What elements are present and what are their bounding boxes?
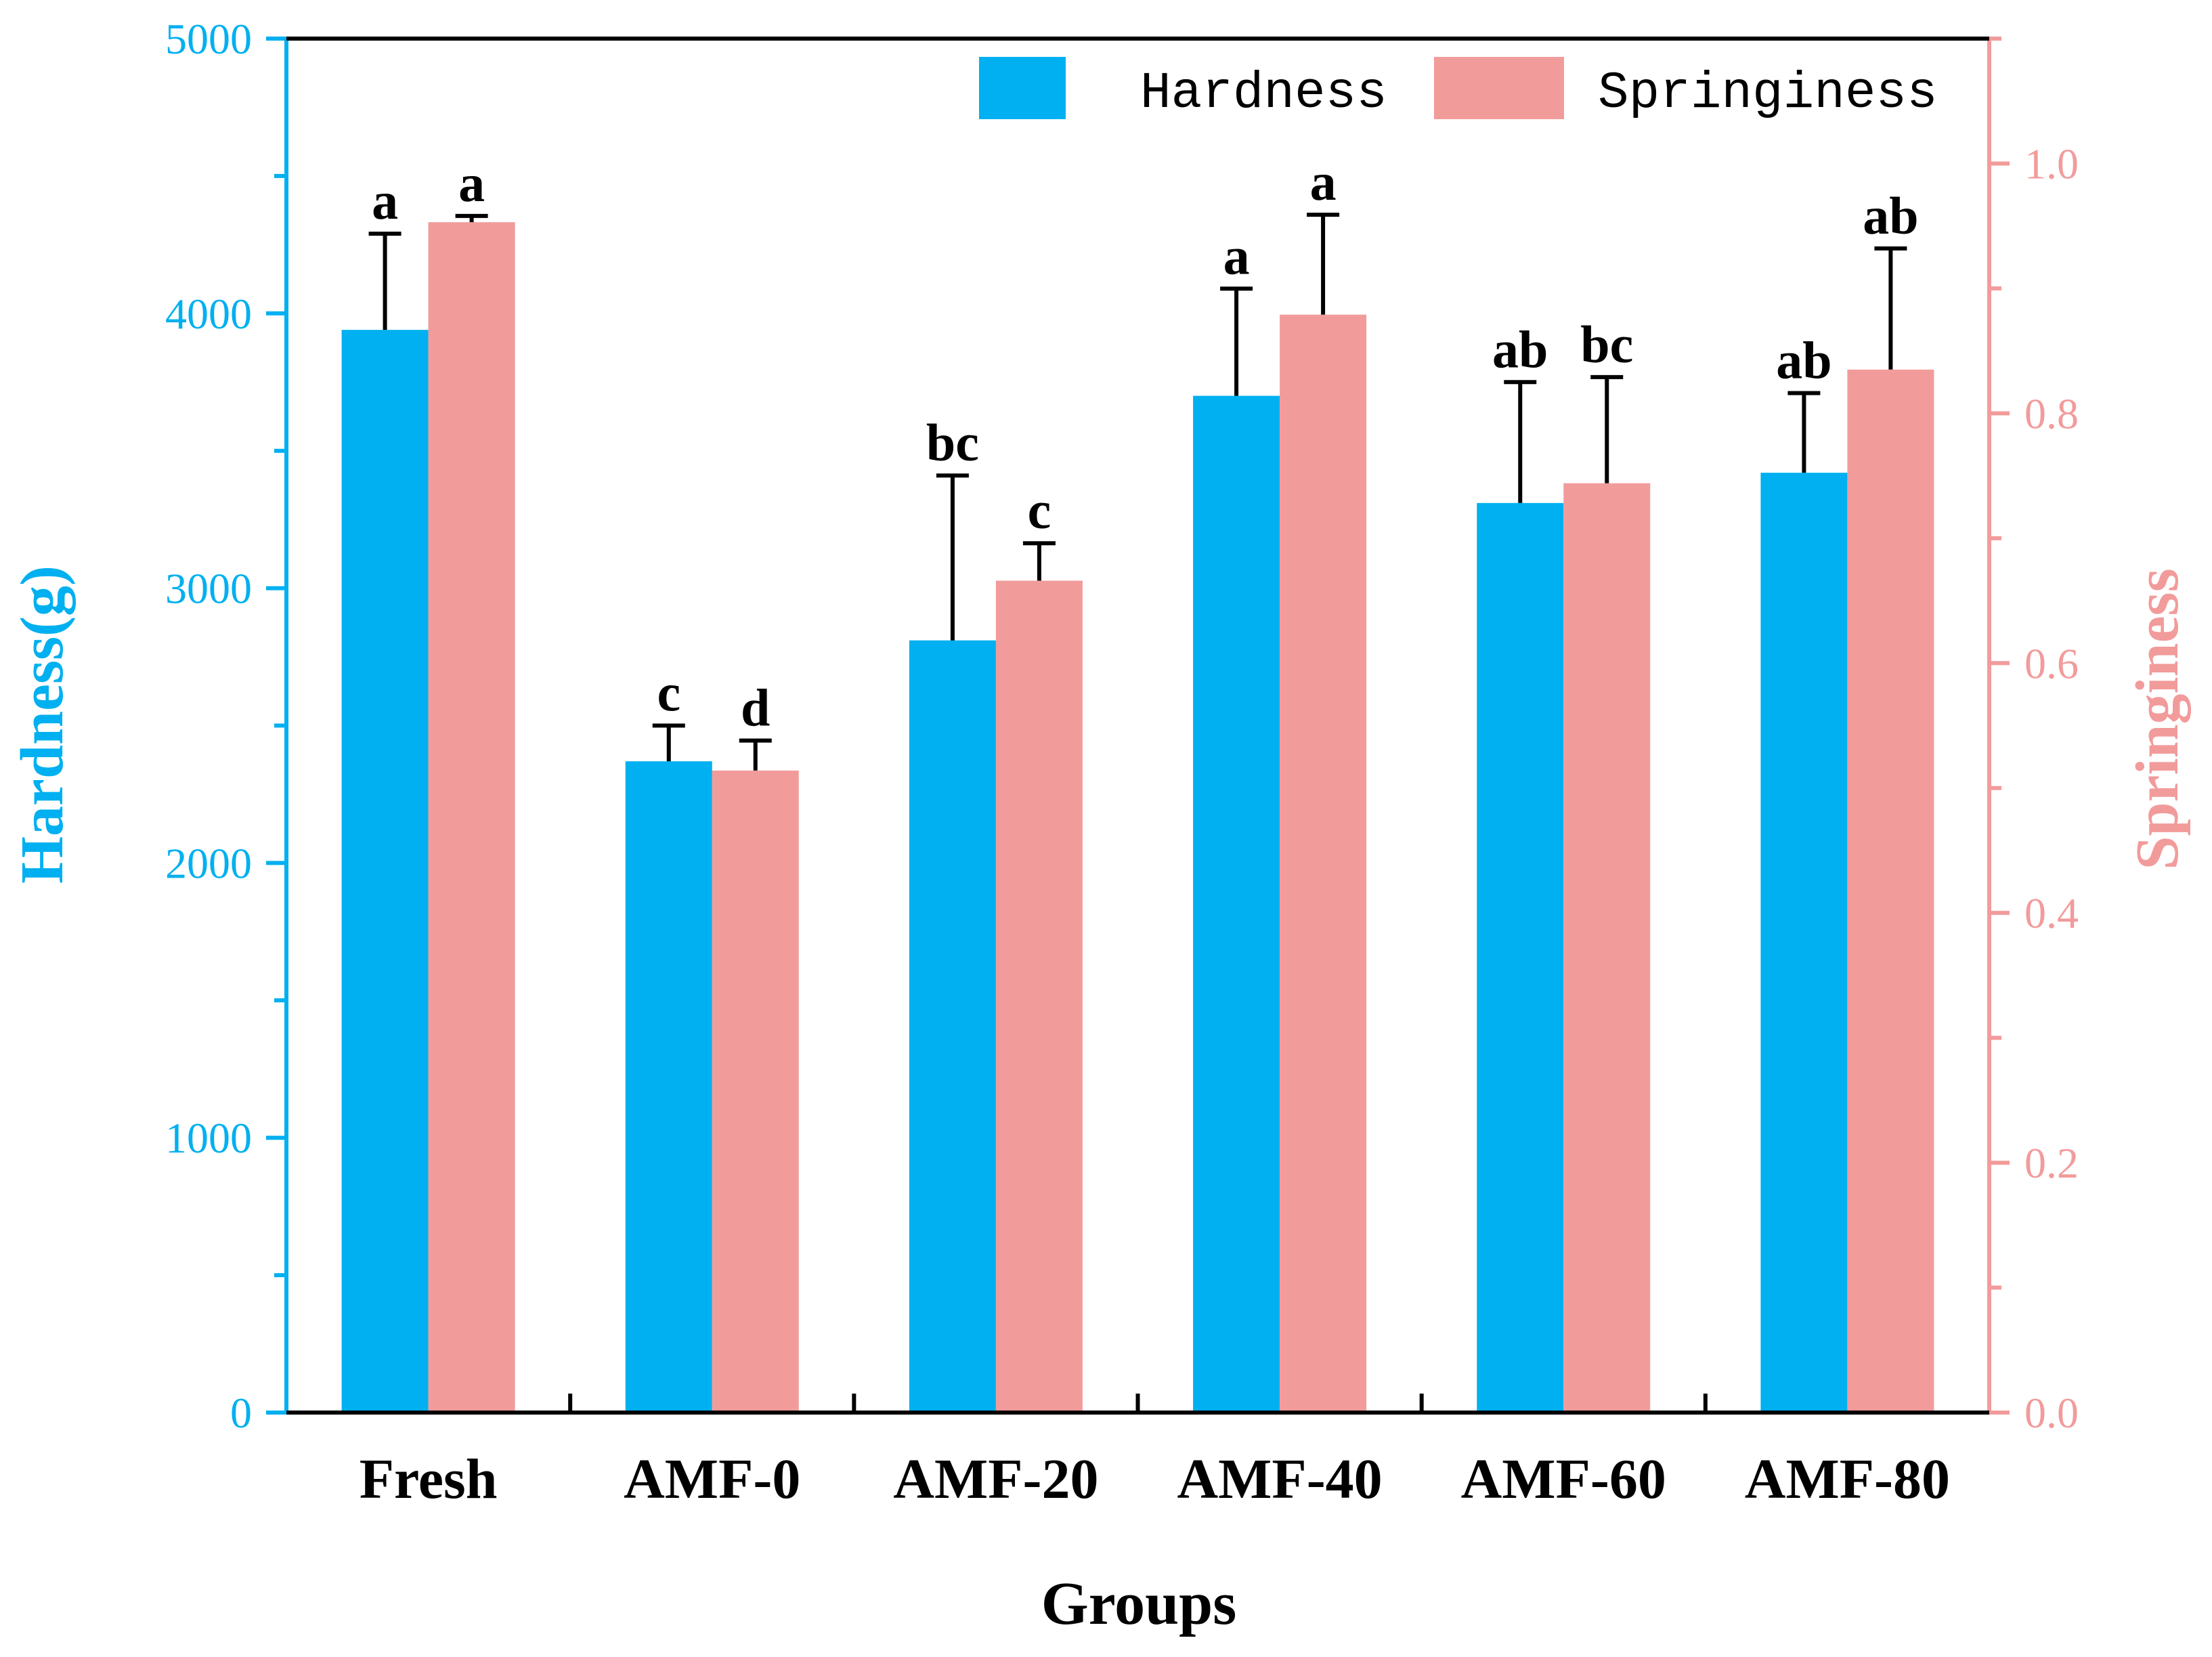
error-bar-hardness-amf-20 <box>936 473 969 641</box>
bar-hardness-fresh <box>341 330 429 1413</box>
x-tick-label-amf-80: AMF-80 <box>1745 1448 1950 1511</box>
sig-label-hardness-amf-80: ab <box>1776 330 1831 389</box>
x-tick-label-amf-60: AMF-60 <box>1461 1448 1666 1511</box>
error-bar-hardness-amf-80 <box>1787 391 1821 473</box>
left-ticks-layer: 0 1000 2000 3000 4000 5000 <box>165 15 286 1437</box>
sig-label-hardness-amf-60: ab <box>1492 320 1548 379</box>
y-axis-title-right: Springiness <box>2124 568 2191 869</box>
sig-label-hardness-fresh: a <box>372 171 398 230</box>
bar-hardness-amf-60 <box>1477 502 1564 1413</box>
error-bars-layer <box>368 213 1907 771</box>
right-tick-label: 0.6 <box>2024 639 2079 687</box>
right-tick-label: 0.2 <box>2024 1139 2079 1187</box>
right-ticks-layer: 0.0 0.2 0.4 0.6 0.8 1.0 <box>1989 37 2079 1437</box>
sig-label-springiness-amf-20: c <box>1028 481 1051 540</box>
error-bar-hardness-amf-40 <box>1220 286 1253 396</box>
sig-label-springiness-fresh: a <box>458 154 485 213</box>
right-tick-label: 1.0 <box>2024 139 2079 188</box>
error-bar-hardness-amf-0 <box>652 723 685 762</box>
legend-swatch-springiness <box>1434 57 1564 119</box>
sig-label-hardness-amf-0: c <box>657 664 680 723</box>
error-bar-hardness-fresh <box>368 232 402 330</box>
error-bar-hardness-amf-60 <box>1504 380 1537 503</box>
bar-hardness-amf-40 <box>1193 395 1280 1413</box>
left-tick-label: 5000 <box>165 15 252 63</box>
left-tick-label: 4000 <box>165 290 252 338</box>
x-tick-label-amf-40: AMF-40 <box>1177 1448 1382 1511</box>
sig-label-springiness-amf-60: bc <box>1580 315 1633 374</box>
left-tick-label: 0 <box>230 1389 252 1437</box>
bar-springiness-amf-40 <box>1280 314 1367 1413</box>
left-tick-label: 2000 <box>165 839 252 887</box>
error-bar-springiness-amf-20 <box>1022 541 1056 581</box>
sig-label-hardness-amf-20: bc <box>926 413 979 472</box>
right-tick-label: 0.8 <box>2024 389 2079 437</box>
legend: Hardness Springiness <box>979 57 1938 123</box>
legend-label-springiness: Springiness <box>1598 64 1938 123</box>
error-bar-springiness-fresh <box>455 213 488 223</box>
bar-springiness-amf-0 <box>712 770 799 1413</box>
x-tick-label-fresh: Fresh <box>360 1448 498 1511</box>
bar-springiness-amf-20 <box>995 580 1083 1413</box>
x-ticks-layer: Fresh AMF-0 AMF-20 AMF-40 AMF-60 AMF-80 <box>360 1394 1950 1511</box>
legend-label-hardness: Hardness <box>1140 64 1387 123</box>
sig-label-springiness-amf-80: ab <box>1863 186 1918 245</box>
x-axis-title: Groups <box>1041 1570 1236 1637</box>
bar-springiness-amf-60 <box>1563 483 1651 1413</box>
error-bar-springiness-amf-0 <box>739 738 772 771</box>
sig-label-springiness-amf-0: d <box>741 679 770 737</box>
bar-hardness-amf-20 <box>909 640 996 1413</box>
x-tick-label-amf-0: AMF-0 <box>624 1448 800 1511</box>
left-tick-label: 3000 <box>165 565 252 613</box>
sig-label-hardness-amf-40: a <box>1223 226 1250 285</box>
legend-swatch-hardness <box>979 57 1066 119</box>
right-tick-label: 0.0 <box>2024 1389 2079 1437</box>
bar-hardness-amf-80 <box>1760 473 1848 1413</box>
y-axis-title-left: Hardness(g) <box>9 565 76 884</box>
right-tick-label: 0.4 <box>2024 889 2079 937</box>
x-tick-label-amf-20: AMF-20 <box>893 1448 1098 1511</box>
left-tick-label: 1000 <box>165 1114 252 1162</box>
error-bar-springiness-amf-80 <box>1874 246 1907 370</box>
bars-layer <box>341 222 1934 1413</box>
error-bar-springiness-amf-60 <box>1590 374 1624 483</box>
bar-springiness-amf-80 <box>1847 369 1934 1413</box>
bar-springiness-fresh <box>428 222 515 1413</box>
error-bar-springiness-amf-40 <box>1307 213 1340 315</box>
sig-label-springiness-amf-40: a <box>1310 152 1337 211</box>
bar-hardness-amf-0 <box>625 761 712 1413</box>
